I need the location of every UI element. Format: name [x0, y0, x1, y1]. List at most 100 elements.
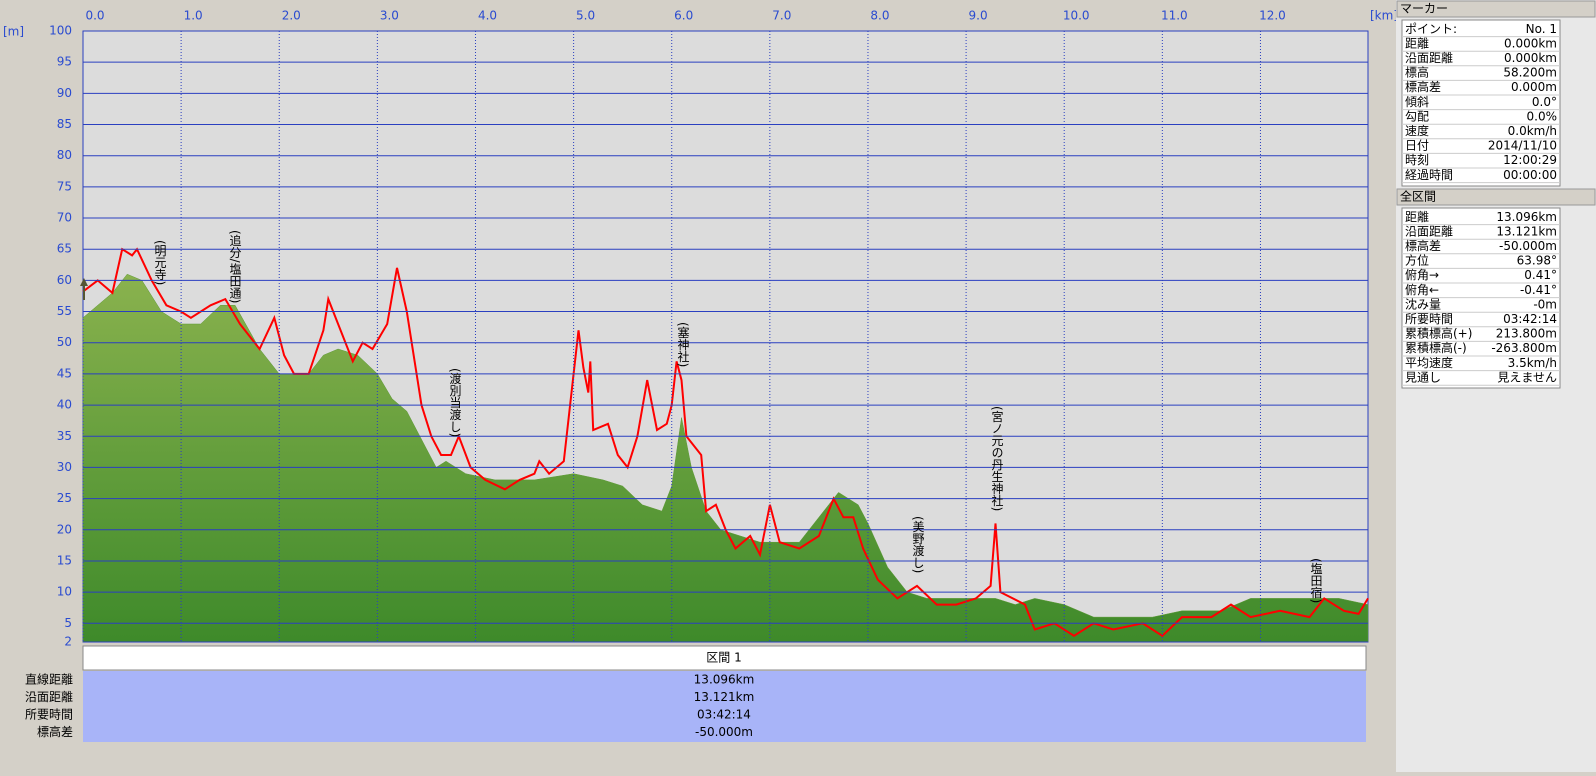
panels: ポイント: No. 1 距離 0.000km 沿面距離 0.000km 標高 58.200m 標…	[1402, 22, 1560, 386]
annotation: (明元寺)	[153, 240, 167, 285]
panel-key: ポイント:	[1405, 22, 1457, 36]
panel-value: -0.41°	[1520, 283, 1557, 297]
summary-table: 直線距離 13.096km 沿面距離 13.121km 所要時間 03:42:14 標高差 -…	[25, 672, 754, 740]
y-tick-label: 20	[57, 522, 72, 536]
panel-value: 3.5km/h	[1508, 356, 1557, 370]
panel-key: 累積標高(+)	[1405, 326, 1472, 341]
panel-value: 13.121km	[1496, 224, 1557, 238]
panel-key: 累積標高(-)	[1405, 340, 1467, 355]
x-tick-label: 2.0	[282, 9, 301, 23]
y-tick-label: 65	[57, 242, 72, 256]
panel-key: 標高差	[1405, 79, 1441, 94]
panel-value: 13.096km	[1496, 210, 1557, 224]
panel-value: -0m	[1533, 297, 1557, 311]
y-tick-label: 70	[57, 211, 72, 225]
summary-value: 13.121km	[694, 690, 755, 704]
x-tick-label: 12.0	[1259, 9, 1286, 23]
summary-label: 標高差	[37, 724, 73, 739]
summary-value: -50.000m	[695, 725, 753, 739]
y-tick-label: 15	[57, 553, 72, 567]
y-tick-label: 25	[57, 491, 72, 505]
y-tick-label: 60	[57, 273, 72, 287]
panel-value: 0.000km	[1504, 36, 1557, 50]
panel-key: 見通し	[1405, 370, 1441, 384]
panel-key: 標高差	[1405, 238, 1441, 253]
panel-value: 58.200m	[1503, 66, 1557, 80]
panel-value: 0.000km	[1504, 51, 1557, 65]
x-tick-label: 6.0	[674, 9, 693, 23]
x-tick-label: 11.0	[1161, 9, 1188, 23]
panel-value: No. 1	[1526, 22, 1557, 36]
x-tick-label: 1.0	[184, 9, 203, 23]
panel-value: 2014/11/10	[1488, 139, 1557, 153]
panel-table	[1401, 19, 1561, 187]
x-tick-label: 10.0	[1063, 9, 1090, 23]
summary-value: 03:42:14	[697, 708, 751, 722]
y-tick-label: 30	[57, 460, 72, 474]
panel-key: 経過時間	[1405, 168, 1453, 182]
panel-value: 03:42:14	[1503, 312, 1557, 326]
panel-key: 所要時間	[1405, 312, 1453, 326]
panel-header	[1396, 188, 1596, 206]
y-tick-label: 90	[57, 86, 72, 100]
annotation: (宮ノ元の丹生神社)	[990, 406, 1004, 511]
panel-key: 距離	[1405, 36, 1429, 50]
panel-key: 速度	[1405, 123, 1429, 138]
panel-key: 沈み量	[1405, 296, 1441, 311]
panel-key: 俯角←	[1405, 282, 1439, 297]
marker-icon	[80, 278, 88, 300]
panel-key: 標高	[1405, 65, 1429, 80]
summary-header-box	[82, 645, 1367, 671]
x-tick-label: 5.0	[576, 9, 595, 23]
annotation: (追分/塩田通)	[228, 230, 242, 303]
summary-body	[83, 671, 1366, 742]
annotation: (塩田宿)	[1309, 558, 1323, 603]
x-tick-label: 4.0	[478, 9, 497, 23]
x-tick-label: 3.0	[380, 9, 399, 23]
panel-value: -50.000m	[1499, 239, 1557, 253]
y-tick-label: 10	[57, 585, 72, 599]
panel-value: 00:00:00	[1503, 168, 1557, 182]
summary-label: 沿面距離	[25, 690, 73, 704]
panel-value: 0.0km/h	[1508, 124, 1557, 138]
y-tick-label: 80	[57, 148, 72, 162]
y-tick-label: 2	[64, 635, 72, 649]
panel-value: 0.0%	[1527, 109, 1558, 123]
panel-key: 方位	[1405, 253, 1429, 268]
y-axis-label: [m]	[3, 25, 24, 39]
annotation: (渡別当渡し)	[448, 368, 462, 437]
panel-key: 沿面距離	[1405, 224, 1453, 238]
summary-label: 直線距離	[25, 672, 73, 687]
panel-key: 時刻	[1405, 153, 1429, 167]
panel-header	[1396, 0, 1596, 18]
panel-key: 距離	[1405, 210, 1429, 224]
panel-key: 日付	[1405, 139, 1429, 153]
panel-title: マーカー	[1400, 2, 1448, 16]
panel-title: 全区間	[1400, 189, 1436, 204]
panel-value: 見えません	[1497, 370, 1557, 384]
x-tick-label: 7.0	[772, 9, 791, 23]
panel-key: 傾斜	[1405, 95, 1429, 109]
summary-value: 13.096km	[694, 673, 755, 687]
y-tick-label: 45	[57, 366, 72, 380]
x-tick-label: 9.0	[969, 9, 988, 23]
panel-value: 63.98°	[1517, 254, 1557, 268]
panel-value: 0.000m	[1511, 80, 1557, 94]
y-tick-label: 100	[49, 24, 72, 38]
summary-header: 区間 1	[706, 651, 741, 665]
annotation: (塞神社)	[676, 322, 690, 367]
y-tick-label: 40	[57, 398, 72, 412]
y-tick-label: 35	[57, 429, 72, 443]
y-tick-label: 50	[57, 335, 72, 349]
y-tick-label: 95	[57, 55, 72, 69]
annotation: (美野渡し)	[911, 516, 925, 573]
plot: 2510152025303540455055606570758085909510…	[49, 9, 1369, 649]
y-tick-label: 75	[57, 179, 72, 193]
panel-key: 勾配	[1405, 109, 1429, 123]
panel-key: 平均速度	[1405, 355, 1453, 370]
panel-key: 俯角→	[1405, 267, 1439, 282]
x-axis-label: [km]	[1370, 9, 1398, 23]
summary-label: 所要時間	[25, 708, 73, 722]
